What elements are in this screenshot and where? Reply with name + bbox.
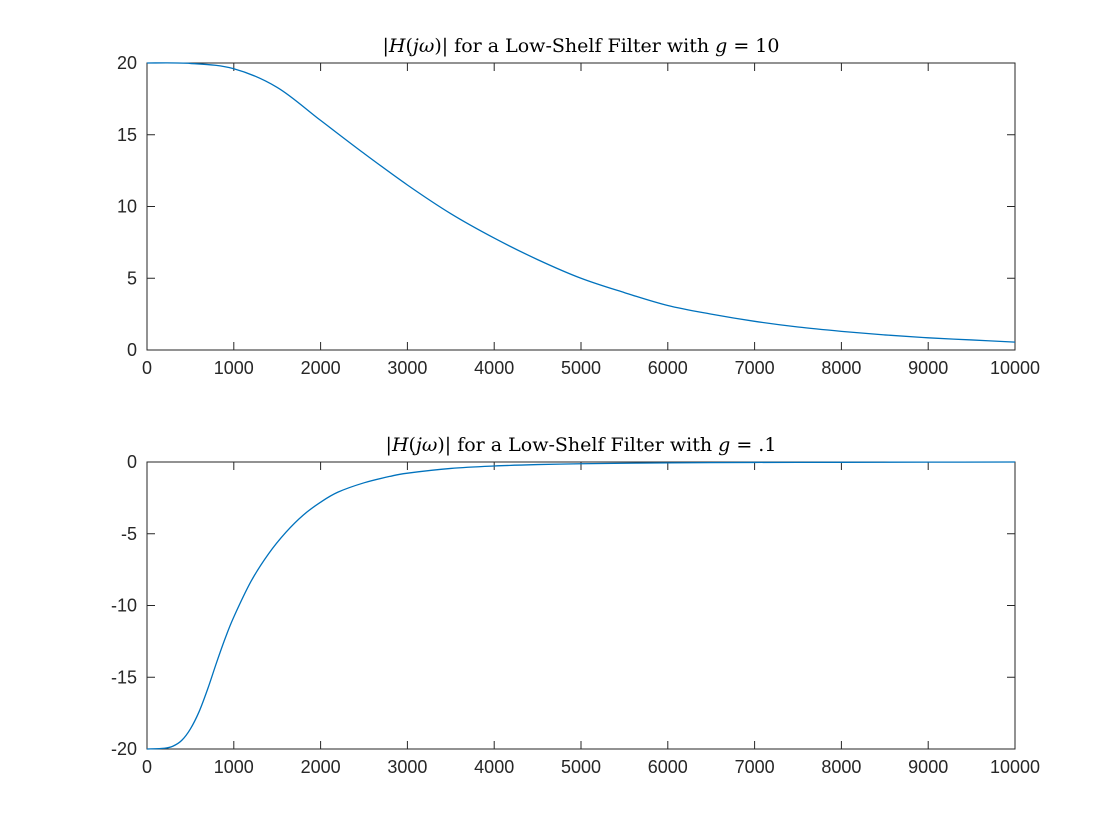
- x-tick-label: 7000: [735, 757, 775, 777]
- y-tick-label: -20: [111, 739, 137, 759]
- x-tick-label: 8000: [821, 757, 861, 777]
- chart-title-part: |: [383, 35, 389, 57]
- x-tick-label: 0: [142, 757, 152, 777]
- series-line: [146, 62, 1016, 343]
- x-tick-label: 10000: [990, 757, 1040, 777]
- y-tick-label: 15: [117, 125, 137, 145]
- x-tick-label: 2000: [301, 358, 341, 378]
- x-tick-label: 4000: [474, 757, 514, 777]
- y-tick-label: -5: [121, 524, 137, 544]
- chart-title-part: )| for a Low-Shelf Filter with: [434, 35, 715, 57]
- x-tick-label: 3000: [387, 757, 427, 777]
- y-tick-label: 5: [127, 268, 137, 288]
- x-tick-label: 5000: [561, 358, 601, 378]
- x-tick-label: 3000: [387, 358, 427, 378]
- series-line: [146, 461, 1016, 750]
- chart-title-part: g: [715, 35, 727, 57]
- chart-title: |H(jω)| for a Low-Shelf Filter with g = …: [383, 35, 780, 57]
- x-tick-label: 9000: [908, 358, 948, 378]
- bottom-subplot: |H(jω)| for a Low-Shelf Filter with g = …: [111, 434, 1040, 777]
- chart-title-part: = 10: [727, 35, 779, 57]
- x-tick-label: 6000: [648, 358, 688, 378]
- y-tick-label: 0: [127, 452, 137, 472]
- x-tick-label: 2000: [301, 757, 341, 777]
- x-tick-label: 1000: [214, 757, 254, 777]
- y-tick-label: -10: [111, 596, 137, 616]
- y-tick-label: -15: [111, 667, 137, 687]
- x-tick-label: 8000: [821, 358, 861, 378]
- chart-title-part: H: [388, 35, 406, 57]
- top-subplot: |H(jω)| for a Low-Shelf Filter with g = …: [117, 35, 1040, 378]
- x-tick-label: 6000: [648, 757, 688, 777]
- x-tick-label: 9000: [908, 757, 948, 777]
- chart-title-part: )| for a Low-Shelf Filter with: [437, 434, 718, 456]
- x-tick-label: 0: [142, 358, 152, 378]
- chart-title: |H(jω)| for a Low-Shelf Filter with g = …: [386, 434, 777, 456]
- chart-title-part: |: [386, 434, 392, 456]
- y-tick-label: 10: [117, 197, 137, 217]
- x-tick-label: 7000: [735, 358, 775, 378]
- y-tick-label: 0: [127, 340, 137, 360]
- axes-box: [146, 62, 1016, 351]
- x-tick-label: 1000: [214, 358, 254, 378]
- chart-title-part: jω: [409, 35, 434, 57]
- x-tick-label: 4000: [474, 358, 514, 378]
- chart-title-part: H: [391, 434, 409, 456]
- chart-title-part: g: [718, 434, 730, 456]
- axes-box: [146, 461, 1016, 750]
- chart-title-part: (: [406, 35, 413, 57]
- chart-title-part: (: [409, 434, 416, 456]
- chart-title-part: = .1: [730, 434, 776, 456]
- x-tick-label: 5000: [561, 757, 601, 777]
- chart-title-part: jω: [412, 434, 437, 456]
- y-tick-label: 20: [117, 53, 137, 73]
- x-tick-label: 10000: [990, 358, 1040, 378]
